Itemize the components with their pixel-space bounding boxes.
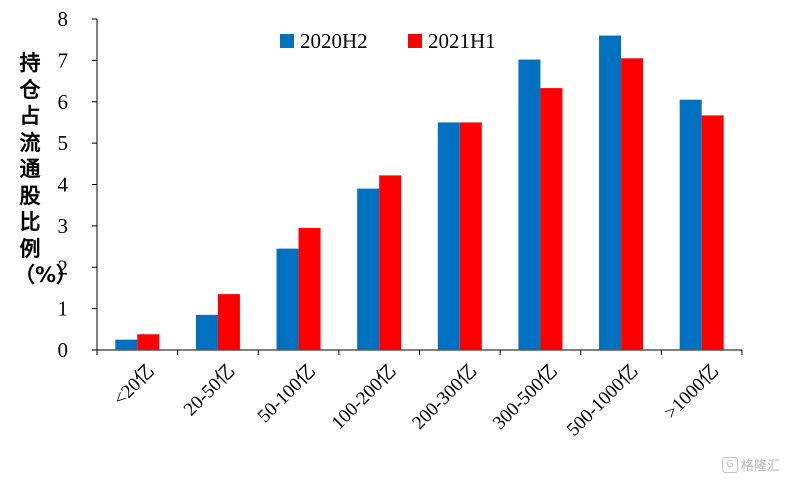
legend-swatch: [408, 34, 422, 48]
x-tick-label: 200-300亿: [408, 360, 482, 434]
x-tick-label: >1000亿: [660, 360, 723, 423]
bar-2020H2: [518, 59, 541, 351]
y-tick-label: 8: [58, 7, 69, 31]
y-tick-label: 3: [58, 214, 69, 238]
legend-label: 2021H1: [428, 29, 496, 53]
watermark-text: 格隆汇: [740, 459, 780, 474]
x-tick-label: 300-500亿: [488, 360, 562, 434]
bar-2020H2: [437, 122, 460, 350]
y-tick-label: 1: [58, 297, 69, 321]
bar-2020H2: [599, 35, 622, 351]
bar-2020H2: [276, 248, 299, 350]
x-tick-label: 500-1000亿: [562, 360, 642, 440]
x-tick-label: 100-200亿: [327, 360, 401, 434]
y-axis-label: 持仓占流通股比例（%）: [14, 51, 78, 287]
bar-2020H2: [195, 314, 218, 350]
x-tick-label: 20-50亿: [179, 360, 239, 420]
legend-label: 2020H2: [300, 29, 368, 53]
bar-2021H1: [379, 175, 402, 350]
bar-2021H1: [298, 227, 321, 350]
bar-2021H1: [701, 115, 724, 350]
x-tick-label: <20亿: [109, 360, 159, 410]
y-tick-label: 7: [58, 48, 69, 72]
legend: 2020H2 2021H1: [280, 29, 496, 53]
bar-2021H1: [217, 294, 240, 350]
bars-group: [115, 35, 724, 351]
bar-2020H2: [357, 188, 380, 350]
x-tick-label: 50-100亿: [253, 360, 320, 427]
bar-2020H2: [679, 99, 702, 351]
bar-2021H1: [137, 334, 160, 350]
y-tick-label: 6: [58, 90, 69, 114]
bar-2021H1: [459, 122, 482, 350]
bar-2020H2: [115, 339, 138, 350]
axes: [96, 19, 742, 351]
y-tick-label: 2: [58, 255, 69, 279]
bar-2021H1: [540, 88, 563, 350]
y-tick-label: 0: [58, 338, 69, 362]
watermark: G 格隆汇: [721, 455, 780, 474]
watermark-logo-icon: G: [721, 456, 738, 473]
y-tick-label: 4: [58, 173, 69, 197]
legend-swatch: [280, 34, 294, 48]
bar-2021H1: [621, 58, 644, 351]
y-tick-label: 5: [58, 131, 69, 155]
